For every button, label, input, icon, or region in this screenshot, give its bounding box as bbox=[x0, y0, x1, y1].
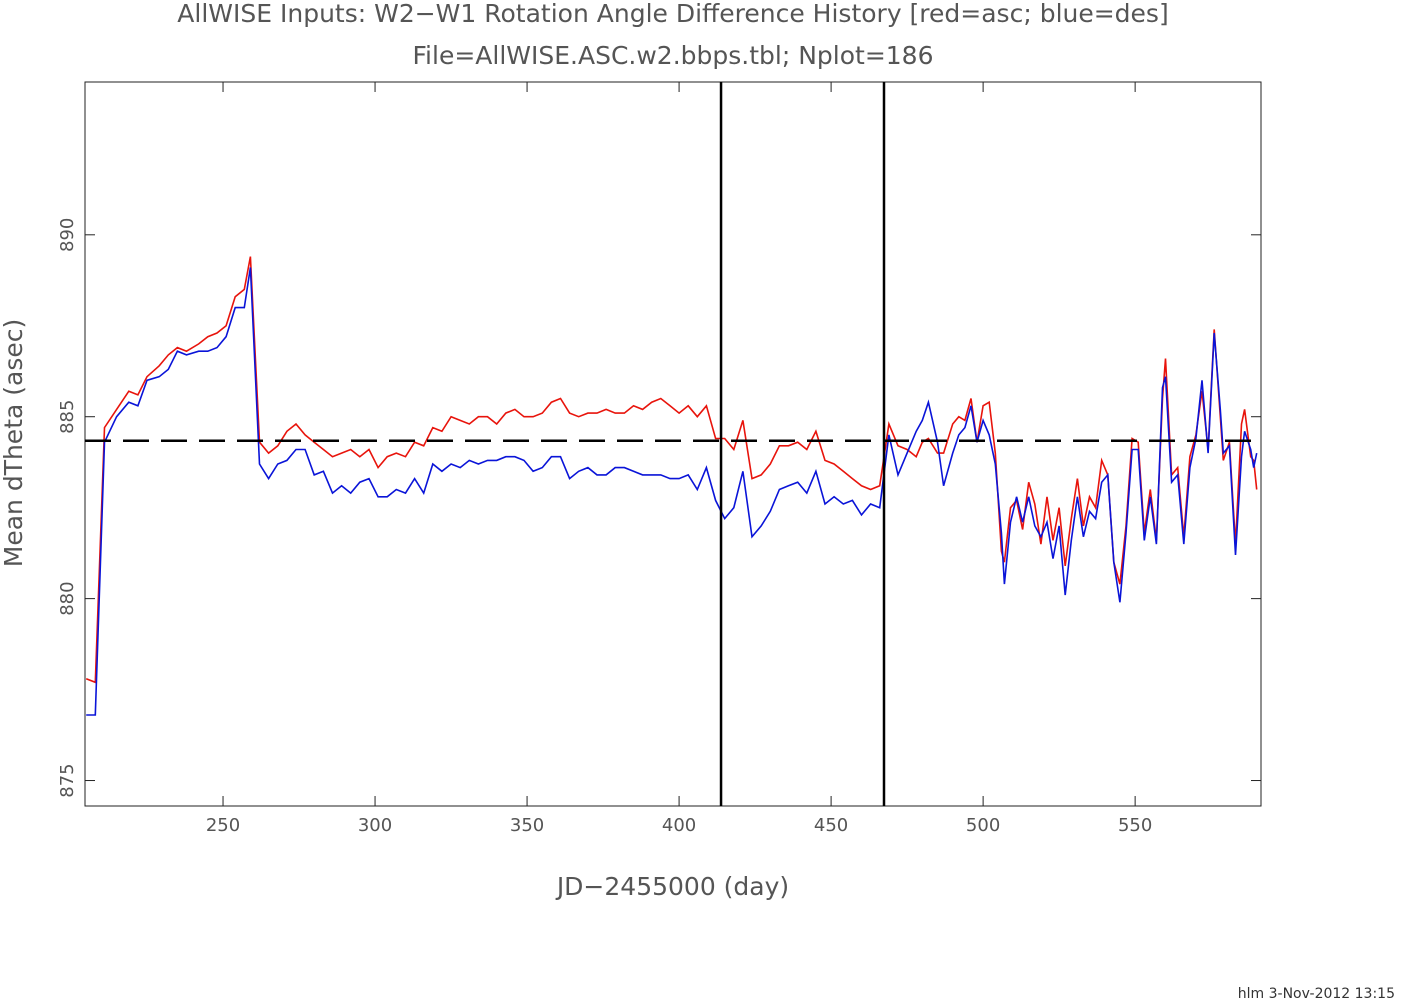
x-tick-label: 500 bbox=[966, 815, 1000, 836]
series-line bbox=[86, 267, 1258, 716]
chart-title: AllWISE Inputs: W2−W1 Rotation Angle Dif… bbox=[177, 0, 1168, 28]
y-axis-label: Mean dTheta (asec) bbox=[0, 319, 28, 567]
x-tick-label: 350 bbox=[510, 815, 544, 836]
x-tick-label: 550 bbox=[1118, 815, 1152, 836]
series-line bbox=[85, 256, 1258, 684]
y-tick-label: 875 bbox=[57, 763, 78, 797]
plot-frame bbox=[84, 81, 1262, 807]
x-tick-label: 450 bbox=[814, 815, 848, 836]
y-tick-label: 890 bbox=[57, 218, 78, 252]
x-tick-label: 250 bbox=[206, 815, 240, 836]
footer: hlm 3-Nov-2012 13:15 bbox=[1238, 986, 1395, 1002]
chart-subtitle: File=AllWISE.ASC.w2.bbps.tbl; Nplot=186 bbox=[413, 41, 934, 70]
y-tick-label: 880 bbox=[57, 581, 78, 615]
y-tick-label: 885 bbox=[57, 400, 78, 434]
x-tick-label: 300 bbox=[358, 815, 392, 836]
x-axis-label: JD−2455000 (day) bbox=[555, 872, 789, 901]
x-tick-label: 400 bbox=[662, 815, 696, 836]
